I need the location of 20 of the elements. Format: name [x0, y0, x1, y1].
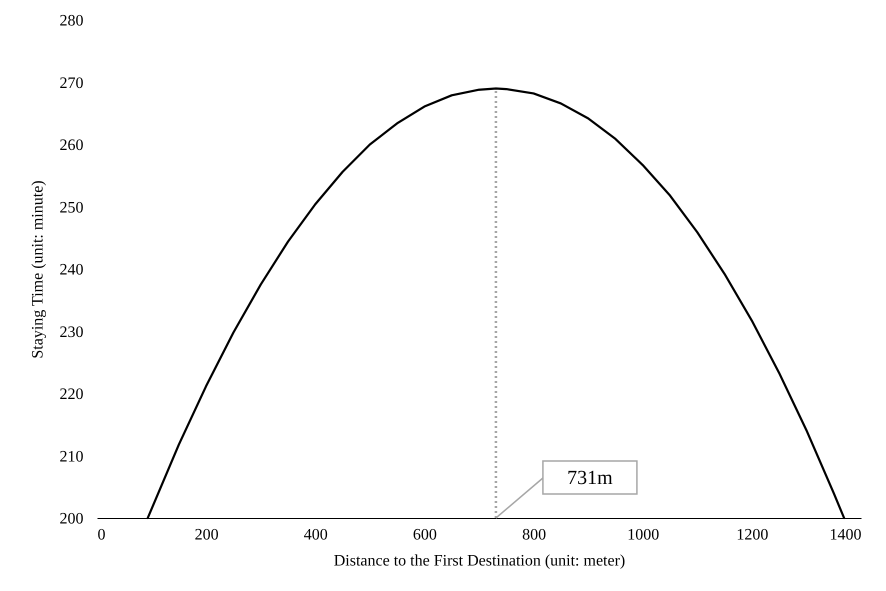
x-tick-label: 1400 [830, 526, 862, 544]
ref-line-label: 731m [567, 467, 614, 489]
y-axis-title: Staying Time (unit: minute) [30, 180, 46, 359]
x-tick-label: 1000 [627, 526, 660, 544]
y-tick-label: 210 [60, 448, 84, 466]
x-tick-label: 200 [194, 526, 219, 544]
y-tick-label: 270 [60, 74, 84, 92]
y-tick-label: 280 [60, 12, 84, 30]
x-tick-label: 400 [304, 526, 328, 544]
y-tick-label: 200 [60, 510, 84, 528]
y-tick-label: 230 [60, 324, 84, 341]
x-tick-label: 1200 [736, 526, 768, 544]
x-tick-label: 600 [412, 526, 437, 544]
y-tick-label: 220 [60, 386, 84, 403]
x-tick-label: 0 [98, 526, 106, 544]
y-tick-label: 260 [60, 137, 84, 154]
y-tick-label: 240 [60, 262, 84, 278]
y-tick-label: 250 [60, 199, 84, 216]
x-tick-label: 800 [522, 526, 546, 544]
x-axis-title: Distance to the First Destination (unit: meter) [334, 552, 626, 570]
